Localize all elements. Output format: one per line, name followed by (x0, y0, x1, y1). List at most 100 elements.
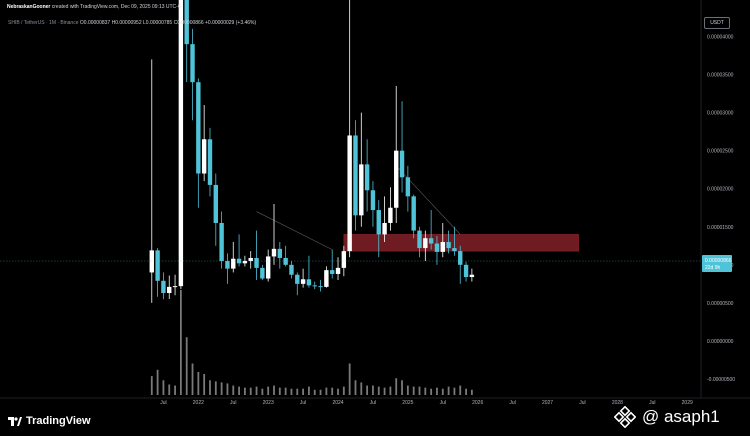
candle (428, 210, 434, 250)
current-price-badge (702, 255, 732, 272)
time-tick-label: 2025 (402, 400, 413, 406)
candle (155, 248, 160, 297)
volume-bar (203, 374, 206, 395)
volume-bar (459, 385, 462, 395)
volume-bar (249, 387, 252, 395)
candle (353, 120, 358, 231)
candle-body (172, 286, 178, 288)
volume-bar (296, 388, 299, 395)
candle-body (242, 261, 248, 264)
candle-body (178, 0, 184, 287)
trendline (396, 165, 461, 235)
candle-countdown: 22d 9h (705, 265, 721, 271)
candle (184, 0, 189, 83)
candle (335, 257, 341, 281)
volume-bar (383, 387, 386, 395)
candle (248, 251, 253, 269)
volume-bar (255, 386, 258, 395)
candle-body (196, 82, 201, 174)
volume-bar (377, 386, 380, 395)
chart-header: NebraskanGooner created with TradingView… (7, 4, 181, 10)
price-tick-label: 0.00001500 (707, 225, 734, 231)
candle-body (434, 243, 440, 252)
candle (289, 261, 294, 279)
candle-body (289, 264, 294, 275)
price-tick-label: 0.00000000 (707, 339, 734, 345)
volume-bar (232, 385, 235, 395)
candle-body (370, 190, 376, 211)
candle (318, 280, 323, 292)
candle-body (463, 264, 469, 278)
candle-body (254, 257, 259, 268)
candle-body (155, 250, 160, 281)
volume-bar (348, 363, 351, 395)
symbol-pair[interactable]: SHIB / TetherUS · 1M · Binance (8, 20, 79, 26)
volume-bar (436, 387, 438, 395)
candle (452, 226, 457, 256)
candle (236, 234, 242, 267)
volume-bar (424, 387, 427, 395)
candle-body (271, 248, 277, 257)
candle-body (324, 270, 329, 287)
candle-body (446, 241, 451, 249)
volume-bar (360, 382, 363, 395)
candle-body (265, 256, 271, 279)
volume-bar (278, 387, 281, 395)
binance-diamond-icon (614, 406, 636, 428)
created-text: created with TradingView.com, Dec 09, 20… (51, 4, 181, 10)
candle (277, 241, 283, 269)
volume-bar (366, 385, 369, 395)
volume-bar (470, 389, 473, 395)
volume-bar (447, 386, 450, 395)
candle-body (295, 274, 300, 284)
volume-bar (313, 389, 316, 395)
candle-body (428, 238, 434, 244)
candle-body (306, 279, 312, 286)
tradingview-logo[interactable]: TradingView (8, 415, 91, 427)
volume-bar (418, 386, 421, 395)
candle-body (277, 248, 283, 258)
volume-bar (273, 385, 275, 395)
candle (370, 181, 376, 227)
candle-body (283, 257, 288, 265)
current-price-label: 0.00000866 22d 9h (702, 255, 732, 272)
volume-bar (261, 388, 264, 395)
author-name: NebraskanGooner (7, 4, 51, 10)
candle (283, 245, 288, 267)
candle-body (405, 177, 411, 197)
candle (463, 261, 469, 282)
volume-bar (244, 387, 246, 395)
candle (382, 196, 387, 242)
price-tick-label: 0.00000500 (707, 301, 734, 307)
candle-body (248, 257, 253, 262)
time-tick-label: Jul (579, 400, 585, 406)
candle (190, 28, 195, 121)
candle-body (359, 164, 364, 216)
volume-bar (156, 369, 159, 395)
volume-bar (209, 380, 211, 395)
candle-body (201, 139, 207, 174)
currency-badge[interactable]: USDT (704, 17, 730, 29)
volume-bar (406, 385, 409, 395)
volume-bar (430, 388, 433, 395)
candle-body (184, 0, 189, 45)
candle (265, 249, 271, 282)
volume-bar (302, 388, 304, 395)
candle-body (190, 44, 195, 83)
candle (306, 255, 312, 288)
symbol-legend: SHIB / TetherUS · 1M · Binance O0.000008… (8, 20, 256, 26)
price-tick-label: 0.00003500 (707, 73, 734, 79)
volume-bar (319, 389, 322, 395)
volume-bar (179, 290, 182, 395)
candle (440, 222, 445, 258)
candle (388, 187, 393, 231)
candle-body (167, 286, 172, 293)
volume-bar (290, 388, 293, 395)
candle-body (213, 184, 218, 223)
candle (242, 255, 248, 267)
candle (225, 253, 230, 284)
candle (364, 139, 370, 212)
current-price-value: 0.00000866 (705, 258, 732, 264)
ohlc-values: O0.00000837 H0.00000952 L0.00000785 C0.0… (79, 20, 257, 26)
